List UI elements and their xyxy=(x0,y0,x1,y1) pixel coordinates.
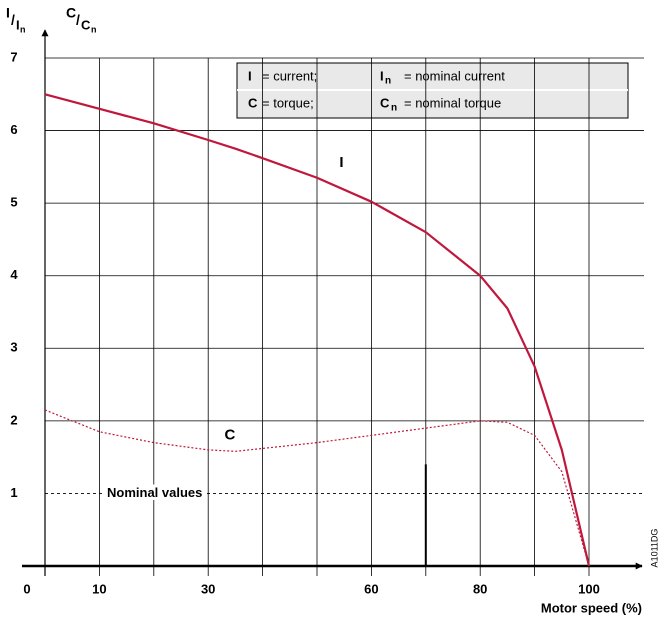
series-line xyxy=(44,409,590,567)
legend-symbol: C xyxy=(380,95,390,110)
series-label: I xyxy=(339,154,343,171)
y-tick-label: 3 xyxy=(10,340,17,355)
legend-symbol: C xyxy=(248,95,258,110)
y-label-slash: / xyxy=(76,12,80,28)
y-label-slash: / xyxy=(11,12,15,28)
y-tick-label: 2 xyxy=(10,412,17,427)
annotation: Nominal values xyxy=(107,485,202,500)
y-label-num: C xyxy=(66,5,76,21)
x-axis-label: Motor speed (%) xyxy=(541,600,642,615)
legend-text: = nominal torque xyxy=(404,95,501,110)
y-tick-label: 1 xyxy=(10,485,17,500)
x-tick-label: 0 xyxy=(23,581,30,596)
legend-sub: n xyxy=(391,103,397,114)
x-tick-label: 10 xyxy=(92,581,106,596)
y-label-den: C xyxy=(81,17,91,32)
y-label-num: I xyxy=(6,5,10,21)
legend-text: = current; xyxy=(262,68,317,83)
legend-symbol: I xyxy=(248,68,252,83)
y-label-sub: n xyxy=(20,24,26,34)
y-label-sub: n xyxy=(91,24,97,34)
figure-code: A1011DG xyxy=(649,529,659,568)
legend-symbol: I xyxy=(380,68,384,83)
x-tick-label: 30 xyxy=(201,581,215,596)
series-line xyxy=(44,93,591,567)
legend-text: = torque; xyxy=(262,95,314,110)
legend-sub: n xyxy=(385,76,391,87)
x-tick-label: 60 xyxy=(364,581,378,596)
legend-text: = nominal current xyxy=(404,68,505,83)
y-tick-label: 4 xyxy=(10,267,18,282)
y-tick-label: 5 xyxy=(10,195,17,210)
y-tick-label: 7 xyxy=(10,49,17,64)
y-label-den: I xyxy=(16,17,20,32)
y-tick-label: 6 xyxy=(10,122,17,137)
x-tick-label: 100 xyxy=(578,581,600,596)
x-tick-label: 80 xyxy=(473,581,487,596)
series-label: C xyxy=(225,426,236,443)
